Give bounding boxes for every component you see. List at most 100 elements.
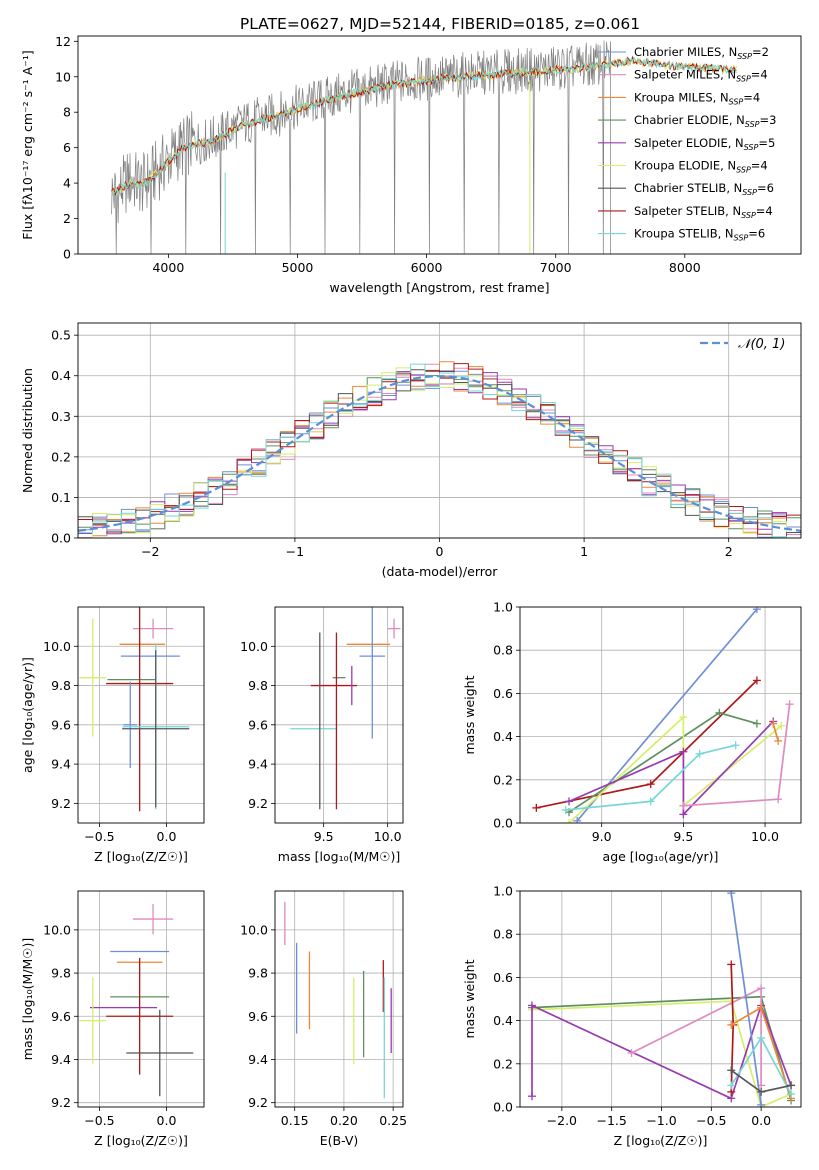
spectrum-legend: Chabrier MILES, NSSP=2 Salpeter MILES, NS…: [598, 45, 776, 243]
series-marker: [757, 1087, 766, 1096]
axes-frame: [77, 606, 205, 824]
x-axis-label: mass [log₁₀(M/M☉)]: [278, 849, 400, 864]
y-tick-label: 9.2: [248, 1095, 268, 1110]
series-marker: [565, 797, 574, 806]
x-axis-label: E(B-V): [320, 1133, 359, 1148]
y-tick-label: 9.2: [248, 796, 268, 811]
data-point: [387, 618, 401, 639]
massweight_vs_age-axes: 9.0 9.5 10.0 0.0 0.2 0.4 0.6 0.8 1.0 age [log₁₀(a…: [462, 600, 802, 864]
series-marker: [727, 891, 736, 898]
y-tick-label: 6: [63, 140, 71, 155]
series-marker: [695, 749, 704, 758]
y-axis-label: mass weight: [462, 675, 477, 754]
data-point: [123, 681, 137, 769]
series-marker: [527, 1092, 536, 1101]
data-point: [122, 650, 190, 808]
x-tick-label: 7000: [540, 260, 572, 275]
x-axis-label: wavelength [Angstrom, rest frame]: [329, 280, 549, 295]
series-marker: [627, 1049, 636, 1057]
y-tick-label: 0.2: [493, 1056, 513, 1071]
series-line: [565, 744, 736, 811]
y-tick-label: 0.4: [51, 368, 71, 383]
y-tick-label: 0.8: [493, 927, 513, 942]
legend-entry: Kroupa ELODIE, NSSP=4: [634, 159, 768, 175]
series-marker: [757, 1003, 766, 1012]
spectrum-plot-area: [111, 40, 737, 254]
y-tick-label: 10.0: [43, 639, 71, 654]
y-tick-label: 0.6: [493, 970, 513, 985]
series-marker: [774, 795, 783, 804]
y-tick-label: 9.8: [51, 678, 71, 693]
age_vs_Z-plot-area: [79, 607, 190, 812]
y-tick-label: 0.2: [493, 772, 513, 787]
axes-frame: [274, 890, 404, 1108]
y-tick-label: 10.0: [240, 639, 268, 654]
x-tick-label: −1.5: [596, 1113, 626, 1128]
series-marker: [727, 1081, 736, 1090]
series-marker: [646, 797, 655, 806]
series-marker: [757, 984, 766, 993]
x-tick-label: 10.0: [374, 829, 402, 844]
axes-frame: [274, 606, 404, 824]
x-tick-label: 0.15: [281, 1113, 309, 1128]
series-marker: [752, 607, 761, 614]
series-marker: [565, 819, 574, 823]
y-axis-label: mass weight: [462, 959, 477, 1038]
legend-entry: Kroupa MILES, NSSP=4: [634, 90, 760, 106]
series-line: [536, 679, 758, 809]
residuals-legend: 𝒩(0, 1): [700, 337, 785, 352]
x-tick-label: 4000: [152, 260, 184, 275]
series-marker: [777, 721, 786, 730]
y-tick-label: 9.4: [248, 757, 268, 772]
series-marker: [727, 960, 736, 969]
series-marker: [561, 806, 570, 815]
data-point: [132, 618, 174, 639]
legend-entry: 𝒩(0, 1): [738, 337, 785, 352]
legend-entry: Kroupa STELIB, NSSP=6: [634, 227, 765, 243]
y-tick-label: 10.0: [43, 922, 71, 937]
y-tick-label: 9.6: [248, 717, 268, 732]
y-tick-label: 9.4: [51, 757, 71, 772]
x-axis-label: Z [log₁₀(Z/Z☉)]: [94, 1133, 188, 1148]
x-tick-label: 0.25: [379, 1113, 407, 1128]
x-tick-label: 6000: [411, 260, 443, 275]
legend-entry: Chabrier MILES, NSSP=2: [634, 45, 769, 61]
massweight_vs_age-plot-area: [532, 607, 794, 823]
series-line: [772, 723, 779, 742]
legend-entry: Chabrier ELODIE, NSSP=3: [634, 113, 776, 129]
mass_vs_Z-axes: −0.5 0.0 9.2 9.4 9.6 9.8 10.0 Z [log₁₀(Z/Z☉)] ma…: [20, 890, 205, 1148]
y-tick-label: 0.1: [51, 490, 71, 505]
y-axis-label: age [log₁₀(age/yr)]: [20, 657, 35, 773]
y-tick-label: 9.2: [51, 1095, 71, 1110]
y-axis-label: Normed distribution: [20, 368, 35, 493]
y-tick-label: 2: [63, 211, 71, 226]
y-tick-label: 9.6: [51, 717, 71, 732]
x-tick-label: 0.0: [751, 1113, 771, 1128]
x-tick-label: −0.5: [84, 1113, 114, 1128]
x-tick-label: −1.0: [646, 1113, 676, 1128]
x-tick-label: 0.0: [157, 1113, 177, 1128]
x-tick-label: 2: [725, 544, 733, 559]
x-tick-label: 0.20: [330, 1113, 358, 1128]
residual-histogram-step: [78, 363, 801, 538]
axes-frame: [77, 35, 802, 255]
data-point: [106, 957, 174, 1075]
mass_vs_ebv-axes: 0.15 0.20 0.25 9.2 9.4 9.6 9.8 10.0 E(B-V): [240, 890, 407, 1148]
x-tick-label: 9.5: [314, 829, 334, 844]
data-point: [79, 618, 107, 737]
axes-frame: [519, 606, 802, 824]
data-point: [132, 903, 174, 935]
x-axis-label: (data-model)/error: [382, 564, 499, 579]
mass_vs_Z-panel: −0.5 0.0 9.2 9.4 9.6 9.8 10.0 Z [log₁₀(Z/Z☉)] ma…: [20, 890, 205, 1148]
y-tick-label: 9.6: [248, 1009, 268, 1024]
x-tick-label: −2: [141, 544, 159, 559]
y-tick-label: 1.0: [493, 600, 513, 615]
x-tick-label: 1: [580, 544, 588, 559]
massweight_vs_age-panel: 9.0 9.5 10.0 0.0 0.2 0.4 0.6 0.8 1.0 age [log₁₀(a…: [462, 600, 802, 864]
x-axis-label: Z [log₁₀(Z/Z☉)]: [94, 849, 188, 864]
series-marker: [752, 719, 761, 728]
x-tick-label: 0.0: [157, 829, 177, 844]
x-tick-label: 8000: [669, 260, 701, 275]
series-marker: [679, 801, 688, 810]
data-point: [126, 1009, 194, 1097]
